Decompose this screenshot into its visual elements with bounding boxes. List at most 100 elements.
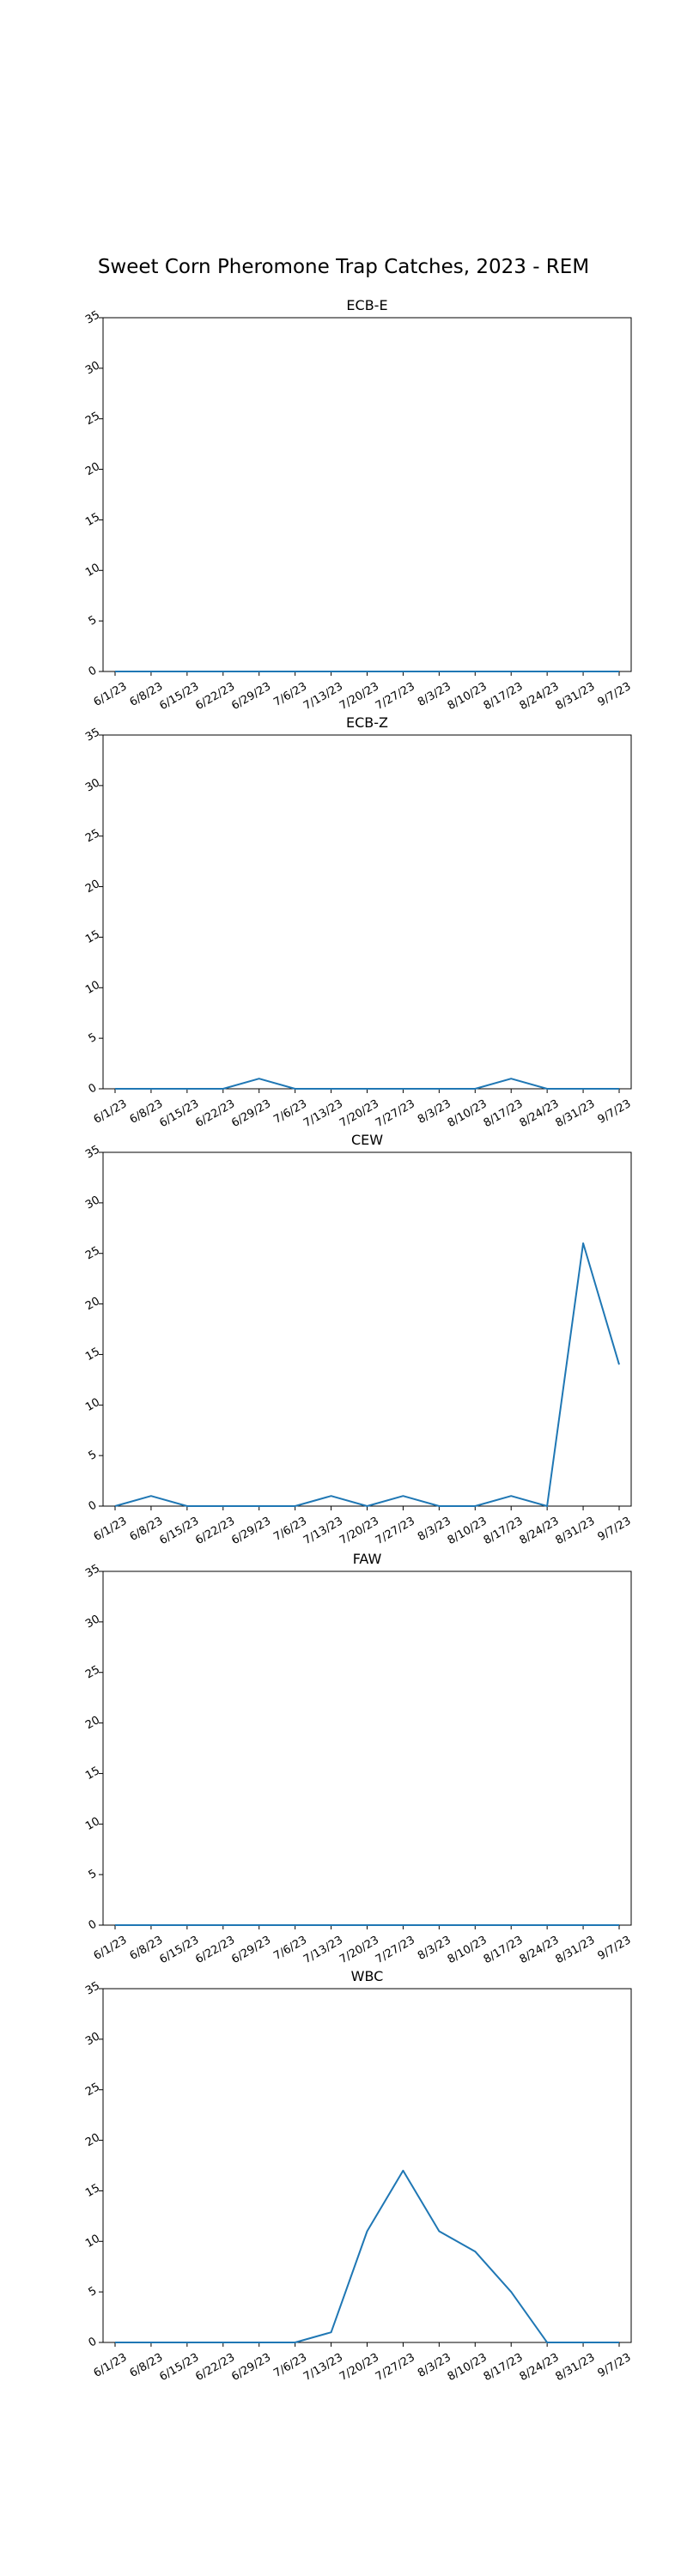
- series-line: [115, 1078, 619, 1090]
- x-tick-label: 8/24/23: [518, 2351, 562, 2384]
- x-tick-label: 9/7/23: [596, 2351, 634, 2380]
- x-tick-label: 9/7/23: [596, 1097, 634, 1127]
- x-tick-label: 8/31/23: [554, 1934, 598, 1966]
- x-tick-label: 8/31/23: [554, 1515, 598, 1547]
- x-tick-label: 8/24/23: [518, 680, 562, 713]
- axes-frame: [102, 734, 632, 1090]
- x-tick-label: 7/27/23: [374, 1515, 417, 1547]
- y-tick-label: 10: [83, 1396, 102, 1414]
- y-tick-label: 20: [83, 460, 102, 478]
- axes-frame: [102, 317, 632, 672]
- panel-title: ECB-Z: [346, 714, 388, 731]
- panel-ecb-z: ECB-Z051015202530356/1/236/8/236/15/236/…: [83, 714, 633, 1130]
- panel-title: CEW: [351, 1132, 383, 1148]
- x-tick-label: 6/15/23: [157, 1934, 201, 1966]
- x-tick-label: 8/10/23: [446, 1934, 489, 1966]
- y-tick-label: 35: [83, 308, 102, 326]
- x-tick-label: 6/22/23: [193, 2351, 237, 2384]
- x-tick-label: 8/24/23: [518, 1097, 562, 1130]
- x-tick-label: 7/13/23: [301, 1097, 345, 1130]
- x-tick-label: 6/15/23: [157, 2351, 201, 2384]
- y-tick-label: 25: [83, 827, 102, 845]
- y-tick-label: 0: [87, 1498, 100, 1513]
- y-tick-label: 5: [87, 2285, 100, 2300]
- x-tick-label: 7/13/23: [301, 1934, 345, 1966]
- y-tick-label: 25: [83, 2081, 102, 2099]
- x-tick-label: 6/1/23: [92, 1097, 130, 1127]
- y-tick-label: 30: [83, 2030, 102, 2048]
- y-tick-label: 20: [83, 1295, 102, 1313]
- x-tick-label: 6/29/23: [229, 2351, 273, 2384]
- x-tick-label: 9/7/23: [596, 1934, 634, 1963]
- y-tick-label: 35: [83, 726, 102, 744]
- y-tick-label: 5: [87, 1868, 100, 1882]
- x-tick-label: 8/10/23: [446, 680, 489, 713]
- y-tick-label: 20: [83, 1714, 102, 1732]
- x-tick-label: 6/29/23: [229, 680, 273, 713]
- y-tick-label: 15: [83, 1765, 102, 1783]
- panel-title: FAW: [353, 1551, 382, 1567]
- x-tick-label: 8/31/23: [554, 1097, 598, 1130]
- x-tick-label: 6/15/23: [157, 1515, 201, 1547]
- x-tick-label: 6/22/23: [193, 680, 237, 713]
- x-tick-label: 8/24/23: [518, 1934, 562, 1966]
- y-tick-label: 0: [87, 2335, 100, 2349]
- x-tick-label: 8/31/23: [554, 2351, 598, 2384]
- x-tick-label: 8/17/23: [482, 680, 526, 713]
- x-tick-label: 7/27/23: [374, 680, 417, 713]
- y-tick-label: 25: [83, 1244, 102, 1262]
- y-tick-label: 5: [87, 614, 100, 629]
- y-tick-label: 20: [83, 2131, 102, 2149]
- series-line: [115, 2169, 619, 2343]
- x-tick-label: 6/15/23: [157, 680, 201, 713]
- y-tick-label: 0: [87, 1917, 100, 1932]
- y-tick-label: 15: [83, 2182, 102, 2200]
- axes-frame: [102, 1988, 632, 2343]
- x-tick-label: 8/17/23: [482, 1515, 526, 1547]
- y-tick-label: 35: [83, 1143, 102, 1161]
- x-tick-label: 9/7/23: [596, 1515, 634, 1544]
- x-tick-label: 7/27/23: [374, 1934, 417, 1966]
- x-tick-label: 8/10/23: [446, 2351, 489, 2384]
- x-tick-label: 6/22/23: [193, 1515, 237, 1547]
- panel-ecb-e: ECB-E051015202530356/1/236/8/236/15/236/…: [83, 297, 633, 713]
- x-tick-label: 8/10/23: [446, 1515, 489, 1547]
- y-tick-label: 15: [83, 1346, 102, 1364]
- y-tick-label: 10: [83, 979, 102, 997]
- y-tick-label: 15: [83, 928, 102, 946]
- x-tick-label: 7/13/23: [301, 2351, 345, 2384]
- x-tick-label: 6/29/23: [229, 1934, 273, 1966]
- x-tick-label: 7/20/23: [337, 1097, 381, 1130]
- y-tick-label: 35: [83, 1562, 102, 1580]
- y-tick-label: 25: [83, 410, 102, 428]
- axes-frame: [102, 1151, 632, 1507]
- x-tick-label: 6/22/23: [193, 1097, 237, 1130]
- y-tick-label: 30: [83, 359, 102, 377]
- x-tick-label: 8/24/23: [518, 1515, 562, 1547]
- y-tick-label: 30: [83, 776, 102, 794]
- x-tick-label: 7/20/23: [337, 680, 381, 713]
- panel-title: WBC: [351, 1968, 384, 1984]
- x-tick-label: 6/1/23: [92, 2351, 130, 2380]
- figure-title: Sweet Corn Pheromone Trap Catches, 2023 …: [98, 256, 589, 278]
- x-tick-label: 9/7/23: [596, 680, 634, 709]
- y-tick-label: 30: [83, 1613, 102, 1631]
- y-tick-label: 10: [83, 562, 102, 580]
- y-tick-label: 15: [83, 511, 102, 529]
- x-tick-label: 7/27/23: [374, 2351, 417, 2384]
- y-tick-label: 10: [83, 2233, 102, 2251]
- y-tick-label: 10: [83, 1815, 102, 1833]
- y-tick-label: 20: [83, 878, 102, 896]
- y-tick-label: 0: [87, 1081, 100, 1096]
- x-tick-label: 7/20/23: [337, 1934, 381, 1966]
- panel-faw: FAW051015202530356/1/236/8/236/15/236/22…: [83, 1551, 633, 1966]
- x-tick-label: 8/10/23: [446, 1097, 489, 1130]
- x-tick-label: 7/27/23: [374, 1097, 417, 1130]
- x-tick-label: 6/29/23: [229, 1515, 273, 1547]
- x-tick-label: 6/1/23: [92, 1515, 130, 1544]
- y-tick-label: 5: [87, 1449, 100, 1463]
- x-tick-label: 8/31/23: [554, 680, 598, 713]
- x-tick-label: 7/20/23: [337, 2351, 381, 2384]
- y-tick-label: 5: [87, 1031, 100, 1046]
